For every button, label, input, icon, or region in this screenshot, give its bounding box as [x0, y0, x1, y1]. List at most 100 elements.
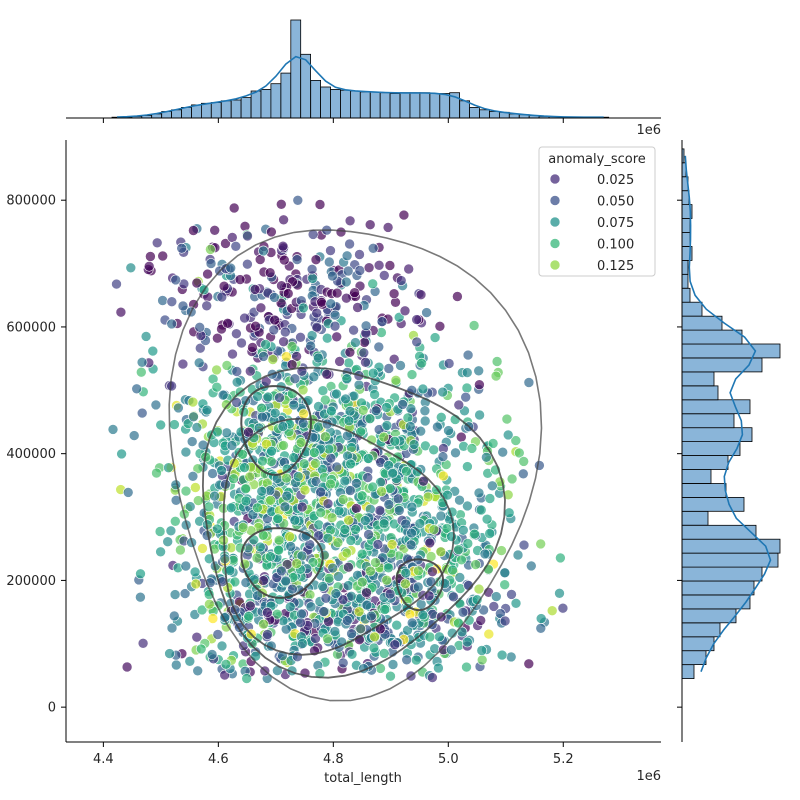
- right-hist-bar: [681, 608, 737, 624]
- scatter-point: [241, 673, 252, 684]
- right-hist-bar: [681, 343, 781, 359]
- scatter-point: [315, 486, 327, 498]
- scatter-point: [265, 494, 276, 506]
- scatter-point: [225, 262, 236, 274]
- scatter-point: [352, 302, 363, 313]
- scatter-point: [218, 280, 230, 292]
- scatter-point: [308, 447, 320, 458]
- scatter-point: [441, 523, 453, 534]
- right-hist-bar: [681, 232, 691, 247]
- scatter-point: [227, 348, 238, 360]
- scatter-point: [318, 549, 330, 561]
- scatter-point: [205, 258, 217, 269]
- scatter-point: [258, 351, 269, 362]
- scatter-point: [502, 489, 514, 501]
- scatter-point: [245, 600, 256, 612]
- scatter-point: [323, 572, 335, 584]
- scatter-point: [258, 575, 269, 586]
- scatter-point: [180, 485, 192, 497]
- legend-title: anomaly_score: [548, 152, 646, 167]
- right-hist-bar: [681, 329, 743, 345]
- scatter-point: [171, 659, 182, 671]
- scatter-point: [292, 651, 303, 663]
- scatter-point: [339, 475, 351, 487]
- scatter-point: [314, 668, 326, 679]
- scatter-point: [378, 518, 390, 530]
- scatter-point: [177, 358, 189, 370]
- scatter-point: [384, 588, 396, 600]
- scatter-point: [382, 222, 394, 233]
- scatter-point: [388, 353, 400, 365]
- scatter-point: [372, 539, 384, 550]
- top-hist-bar: [320, 86, 331, 119]
- legend-label: 0.075: [597, 216, 634, 231]
- scatter-point: [357, 404, 369, 416]
- right-hist-bar: [681, 552, 779, 568]
- scatter-point: [346, 648, 358, 660]
- right-hist-bar: [681, 259, 689, 275]
- scatter-point: [342, 580, 354, 591]
- scatter-point: [306, 330, 318, 341]
- scatter-point: [419, 415, 431, 427]
- scatter-point: [343, 415, 355, 427]
- top-hist-bar: [359, 91, 371, 119]
- scatter-point: [443, 425, 454, 436]
- scatter-point: [400, 567, 412, 579]
- scatter-points: [107, 195, 569, 684]
- scatter-point: [368, 642, 380, 654]
- scatter-point: [414, 518, 426, 529]
- scatter-point: [400, 518, 412, 530]
- scatter-point: [135, 591, 146, 603]
- scatter-point: [484, 528, 496, 539]
- scatter-point: [340, 393, 351, 405]
- scatter-point: [378, 431, 390, 443]
- scatter-point: [204, 598, 215, 610]
- scatter-point: [502, 429, 514, 441]
- scatter-point: [250, 320, 261, 332]
- scatter-point: [367, 481, 379, 493]
- scatter-point: [122, 487, 134, 498]
- scatter-point: [150, 399, 162, 411]
- right-hist-bar: [681, 413, 735, 429]
- scatter-point: [212, 629, 224, 640]
- scatter-point: [435, 411, 447, 423]
- scatter-point: [268, 324, 280, 336]
- scatter-point: [169, 419, 180, 430]
- right-marginal-histogram: [681, 148, 781, 680]
- scatter-point: [488, 601, 500, 612]
- top-hist-bar: [181, 107, 192, 119]
- right-hist-bar: [681, 287, 691, 303]
- scatter-point: [317, 581, 329, 592]
- top-hist-bar: [409, 92, 421, 119]
- scatter-point: [364, 219, 376, 230]
- scatter-point: [231, 366, 243, 377]
- scatter-point: [278, 336, 289, 348]
- right-hist-bar: [681, 469, 712, 484]
- kde-contour: [168, 229, 543, 702]
- top-hist-bar: [419, 92, 431, 119]
- scatter-point: [490, 591, 502, 602]
- scatter-point: [273, 544, 285, 556]
- scatter-point: [362, 453, 374, 464]
- scatter-point: [125, 262, 137, 274]
- scatter-point: [243, 610, 254, 622]
- scatter-point: [305, 601, 317, 613]
- top-hist-bar: [489, 111, 500, 119]
- right-hist-bar: [681, 566, 763, 582]
- scatter-point: [335, 226, 347, 238]
- top-hist-bar: [340, 89, 351, 119]
- scatter-point: [193, 357, 205, 369]
- scatter-point: [189, 566, 201, 578]
- scatter-point: [434, 320, 446, 332]
- scatter-point: [226, 440, 238, 451]
- scatter-point: [296, 608, 307, 620]
- scatter-point: [454, 494, 465, 506]
- scatter-point: [391, 619, 403, 631]
- scatter-point: [491, 356, 503, 367]
- scatter-point: [237, 522, 249, 533]
- scatter-point: [510, 597, 522, 609]
- scatter-point: [506, 589, 517, 600]
- scatter-point: [381, 420, 393, 431]
- scatter-point: [136, 407, 148, 419]
- scatter-point: [206, 649, 218, 660]
